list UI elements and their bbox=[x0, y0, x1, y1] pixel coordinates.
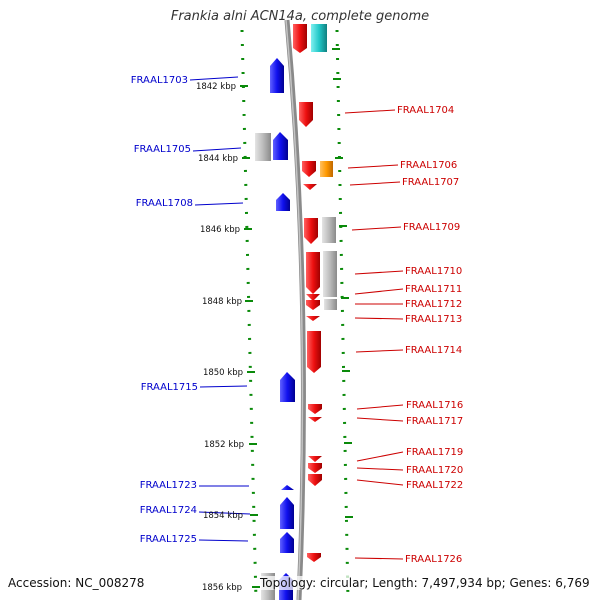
gene-label-right[interactable]: FRAAL1722 bbox=[406, 480, 463, 491]
left-gene-labels: FRAAL1703 FRAAL1705 FRAAL1708 FRAAL1715 … bbox=[131, 75, 198, 545]
gene-reverse-fraal1707 bbox=[303, 184, 317, 190]
gene-label-right[interactable]: FRAAL1714 bbox=[405, 345, 462, 356]
gene-label-right[interactable]: FRAAL1713 bbox=[405, 314, 462, 325]
gene-reverse-fraal1719 bbox=[308, 456, 322, 462]
gene-reverse-fraal1706 bbox=[302, 161, 316, 177]
gene-label-left[interactable]: FRAAL1708 bbox=[136, 198, 193, 209]
gene-reverse-fraal1713 bbox=[306, 316, 320, 321]
gene-label-right[interactable]: FRAAL1706 bbox=[400, 160, 457, 171]
gene-forward-fraal1725 bbox=[280, 532, 294, 553]
gene-label-left[interactable]: FRAAL1723 bbox=[140, 480, 197, 491]
gene-label-left[interactable]: FRAAL1725 bbox=[140, 534, 197, 545]
kbp-label: 1846 kbp bbox=[200, 225, 240, 235]
gene-orange-fraal1706 bbox=[320, 161, 333, 177]
gene-label-right[interactable]: FRAAL1704 bbox=[397, 105, 454, 116]
gene-reverse-fraal1722 bbox=[308, 474, 322, 486]
gene-reverse-top bbox=[293, 24, 307, 53]
gene-label-right[interactable]: FRAAL1719 bbox=[406, 447, 463, 458]
right-leader-lines bbox=[344, 109, 404, 560]
kbp-label: 1854 kbp bbox=[203, 511, 243, 521]
map-title: Frankia alni ACN14a, complete genome bbox=[170, 9, 430, 24]
gene-reverse-fraal1704 bbox=[299, 102, 313, 127]
gene-label-right[interactable]: FRAAL1726 bbox=[405, 554, 462, 565]
gene-cyan-top bbox=[311, 24, 327, 52]
left-leader-lines bbox=[189, 76, 251, 542]
gene-grey-fraal1709 bbox=[322, 217, 336, 243]
gene-label-right[interactable]: FRAAL1717 bbox=[406, 416, 463, 427]
gene-grey-fraal1710 bbox=[323, 251, 337, 297]
kbp-label: 1852 kbp bbox=[204, 440, 244, 450]
gene-reverse-fraal1720 bbox=[308, 463, 322, 473]
gene-forward-fraal1703 bbox=[270, 58, 284, 93]
right-ruler-dots bbox=[335, 29, 350, 600]
kbp-label: 1856 kbp bbox=[202, 583, 242, 593]
gene-label-left[interactable]: FRAAL1724 bbox=[140, 505, 197, 516]
gene-forward-fraal1715 bbox=[280, 372, 295, 402]
gene-forward-fraal1705 bbox=[273, 132, 288, 160]
genome-backbone bbox=[284, 19, 306, 600]
gene-reverse-fraal1709 bbox=[304, 218, 318, 244]
gene-label-right[interactable]: FRAAL1710 bbox=[405, 266, 462, 277]
kbp-ticks bbox=[240, 85, 260, 588]
gene-reverse-fraal1726 bbox=[307, 553, 321, 562]
gene-label-right[interactable]: FRAAL1707 bbox=[402, 177, 459, 188]
gene-forward-fraal1724 bbox=[280, 497, 294, 529]
right-gene-labels: FRAAL1704 FRAAL1706 FRAAL1707 FRAAL1709 … bbox=[397, 105, 463, 565]
kbp-label: 1848 kbp bbox=[202, 297, 242, 307]
genome-summary-text: Topology: circular; Length: 7,497,934 bp… bbox=[260, 576, 590, 590]
gene-label-left[interactable]: FRAAL1705 bbox=[134, 144, 191, 155]
gene-label-left[interactable]: FRAAL1715 bbox=[141, 382, 198, 393]
gene-label-right[interactable]: FRAAL1716 bbox=[406, 400, 463, 411]
gene-label-right[interactable]: FRAAL1712 bbox=[405, 299, 462, 310]
gene-forward-fraal1708 bbox=[276, 193, 290, 211]
right-ruler-ticks bbox=[332, 48, 353, 518]
gene-label-right[interactable]: FRAAL1711 bbox=[405, 284, 462, 295]
gene-reverse-fraal1714 bbox=[307, 331, 321, 373]
gene-label-right[interactable]: FRAAL1720 bbox=[406, 465, 463, 476]
gene-label-left[interactable]: FRAAL1703 bbox=[131, 75, 188, 86]
accession-text: Accession: NC_008278 bbox=[8, 576, 145, 590]
gene-reverse-fraal1717 bbox=[308, 417, 322, 422]
kbp-label: 1844 kbp bbox=[198, 154, 238, 164]
kbp-labels: 1842 kbp 1844 kbp 1846 kbp 1848 kbp 1850… bbox=[196, 82, 244, 593]
kbp-label: 1850 kbp bbox=[203, 368, 243, 378]
gene-reverse-fraal1712 bbox=[306, 300, 320, 310]
gene-grey-fraal1705 bbox=[255, 133, 271, 161]
gene-reverse-fraal1710 bbox=[306, 252, 320, 294]
gene-grey-fraal1712 bbox=[324, 299, 337, 310]
genome-backbone-highlight bbox=[285, 19, 304, 600]
gene-reverse-fraal1716 bbox=[308, 404, 322, 414]
kbp-label: 1842 kbp bbox=[196, 82, 236, 92]
gene-label-right[interactable]: FRAAL1709 bbox=[403, 222, 460, 233]
gene-forward-fraal1723 bbox=[281, 485, 294, 490]
gene-reverse-fraal1711 bbox=[306, 294, 320, 301]
